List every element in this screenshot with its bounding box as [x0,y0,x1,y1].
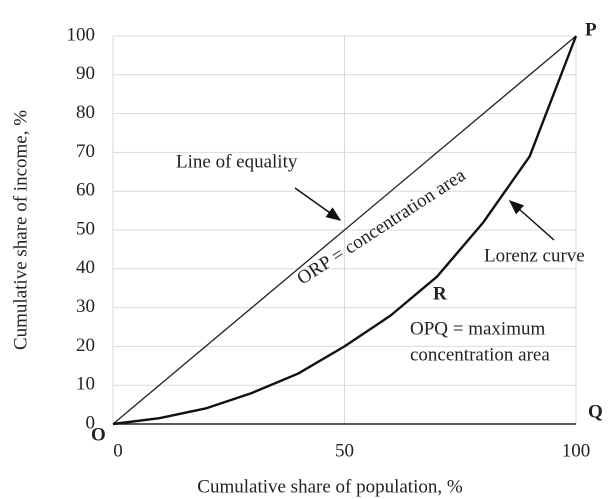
arrow [508,200,555,241]
y-tick-label: 20 [76,335,95,356]
y-tick-label: 50 [76,218,95,239]
x-tick-label: 50 [335,440,354,461]
y-tick-label: 60 [76,180,95,201]
point-label: O [91,424,106,445]
arrow [294,187,342,221]
y-tick-label: 40 [76,257,95,278]
y-tick-label: 0 [86,412,96,433]
annotation: Lorenz curve [484,245,585,266]
x-axis-label: Cumulative share of population, % [197,476,463,497]
annotation: OPQ = maximum [410,318,545,339]
y-tick-label: 30 [76,296,95,317]
line-series [112,35,578,426]
y-axis-label: Cumulative share of income, % [10,110,31,350]
annotation: Line of equality [176,151,298,172]
point-label: R [433,283,447,304]
point-label: Q [588,401,603,422]
y-tick-label: 100 [67,24,96,45]
x-tick-label: 0 [113,440,123,461]
y-tick-label: 80 [76,102,95,123]
point-label: P [585,19,597,40]
line-series [112,35,577,425]
y-tick-label: 90 [76,63,95,84]
annotation: concentration area [410,344,550,365]
y-tick-label: 70 [76,141,95,162]
x-tick-label: 100 [562,440,591,461]
y-tick-label: 10 [76,374,95,395]
